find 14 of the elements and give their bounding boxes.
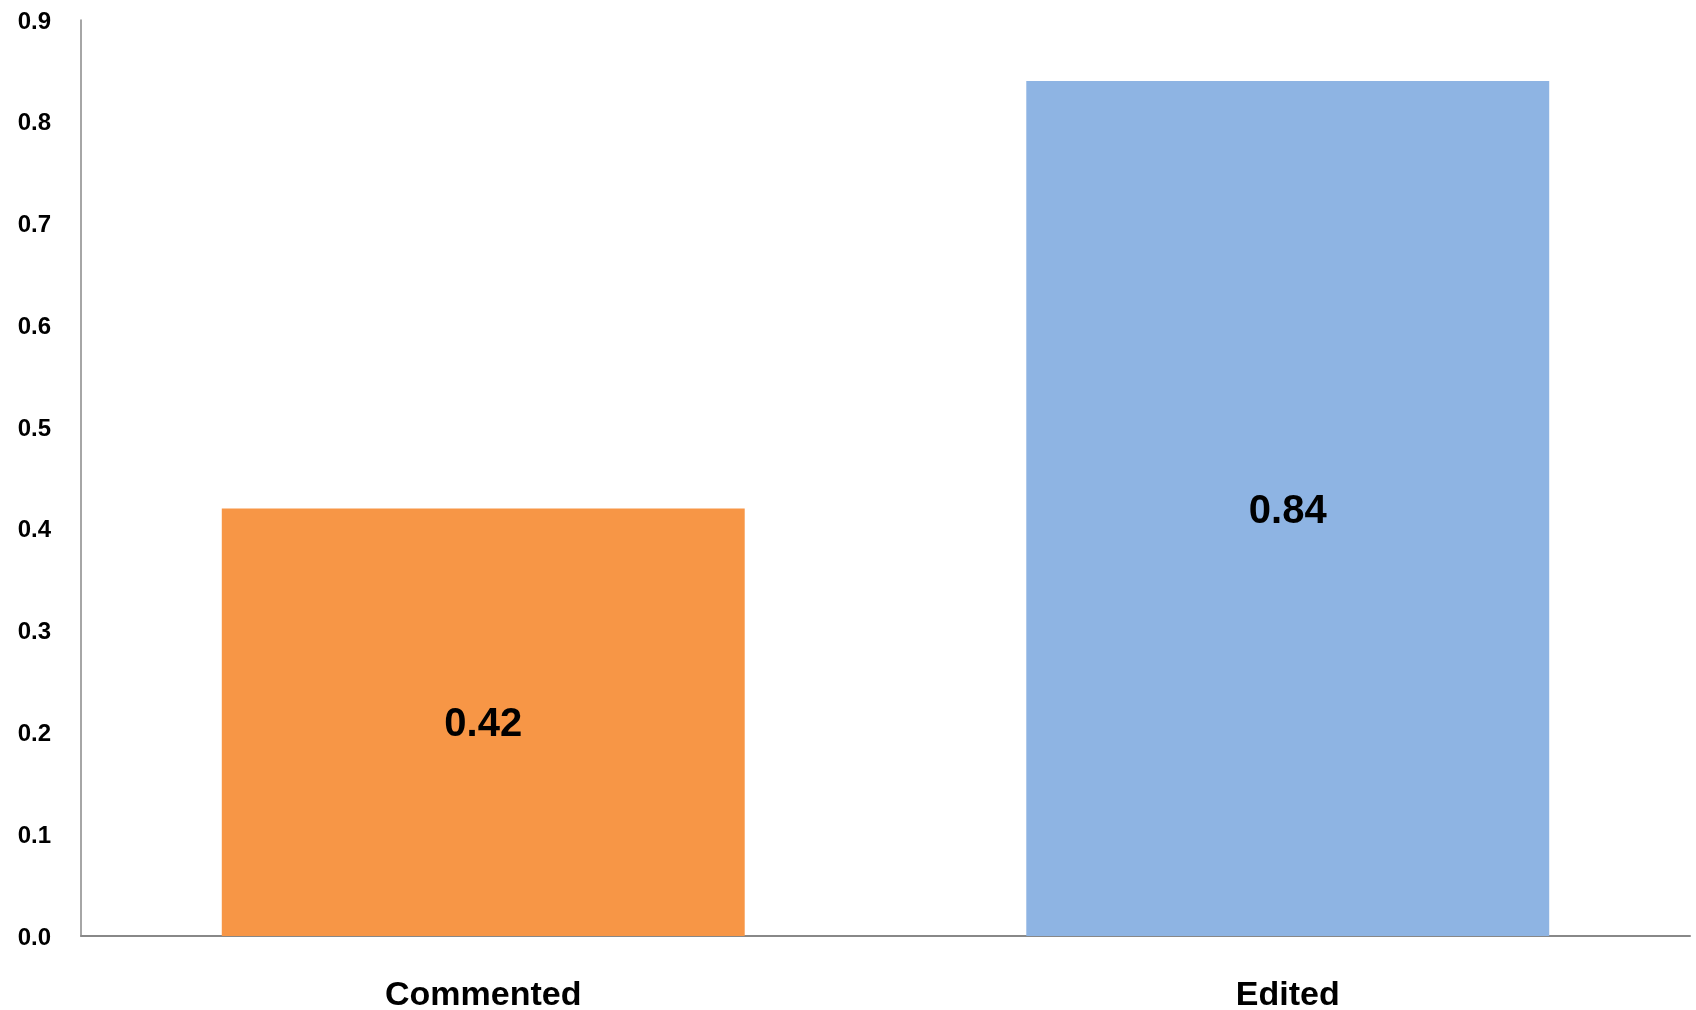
y-tick-label: 0.9: [17, 6, 51, 34]
y-tick-label: 0.7: [17, 210, 51, 238]
data-label: 0.42: [444, 700, 523, 745]
x-tick-label: Edited: [1235, 974, 1340, 1010]
y-tick-label: 0.1: [17, 820, 51, 848]
y-tick-label: 0.3: [17, 617, 51, 645]
data-label: 0.84: [1248, 486, 1328, 531]
y-tick-label: 0.6: [17, 311, 51, 339]
y-tick-label: 0.2: [17, 718, 51, 746]
y-tick-label: 0.4: [17, 515, 52, 543]
y-tick-label: 0.8: [17, 108, 51, 136]
x-tick-label: Commented: [385, 974, 582, 1010]
y-tick-label: 0.5: [17, 413, 51, 441]
y-tick-label: 0.0: [17, 922, 51, 950]
